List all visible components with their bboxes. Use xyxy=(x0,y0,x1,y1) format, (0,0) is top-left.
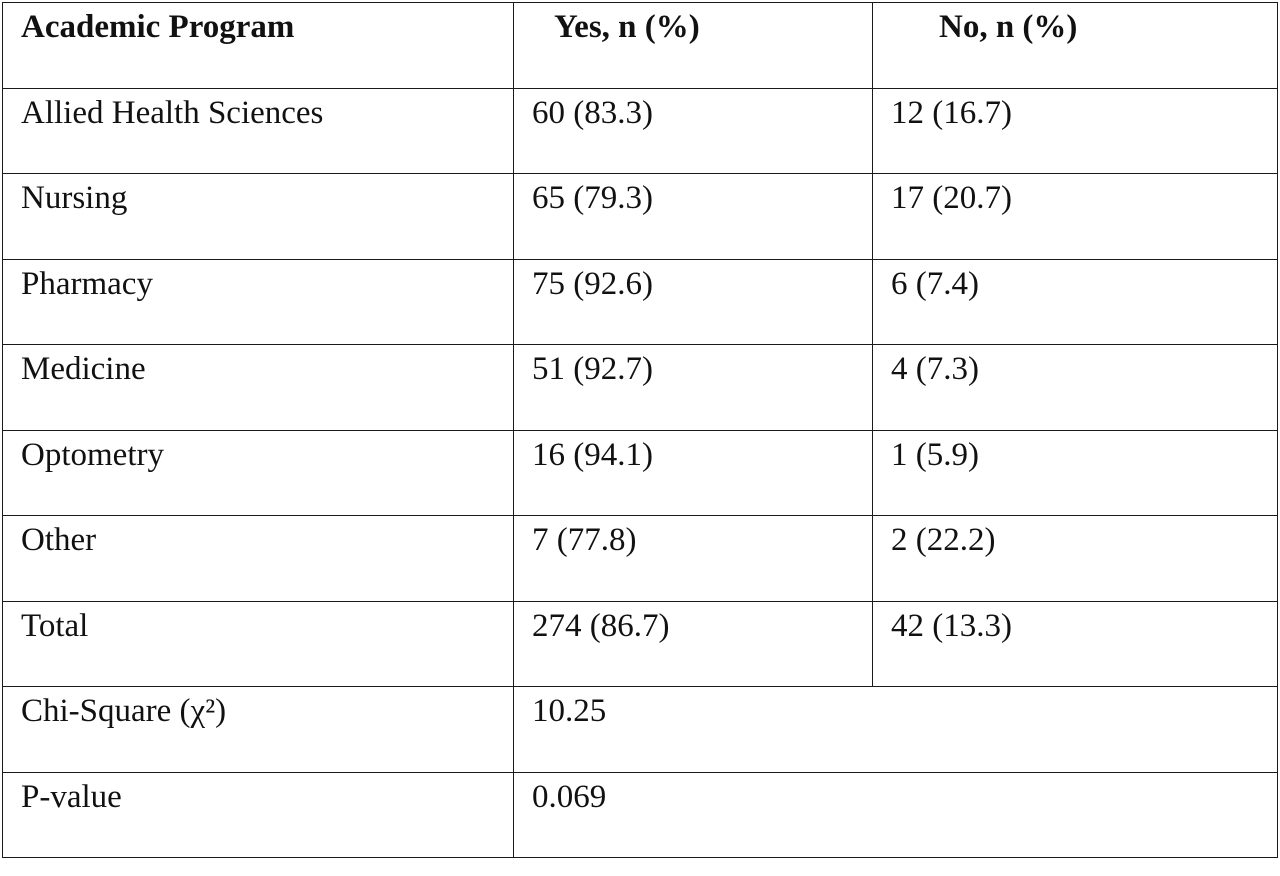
yes-cell: 65 (79.3) xyxy=(513,173,873,260)
yes-cell: 16 (94.1) xyxy=(513,429,873,516)
stat-row-chi-square: Chi-Square (χ²) 10.25 xyxy=(2,686,1278,773)
results-table: Academic Program Yes, n (%) No, n (%) Al… xyxy=(2,2,1278,858)
yes-cell: 75 (92.6) xyxy=(513,258,873,345)
yes-cell: 51 (92.7) xyxy=(513,344,873,431)
program-cell: Nursing xyxy=(2,173,514,260)
no-cell: 12 (16.7) xyxy=(872,87,1278,174)
yes-cell: 7 (77.8) xyxy=(513,515,873,602)
no-cell: 4 (7.3) xyxy=(872,344,1278,431)
header-no: No, n (%) xyxy=(872,2,1278,89)
stat-value: 0.069 xyxy=(513,771,1278,858)
program-cell: Medicine xyxy=(2,344,514,431)
no-cell: 2 (22.2) xyxy=(872,515,1278,602)
table-row: Nursing 65 (79.3) 17 (20.7) xyxy=(2,173,1278,260)
program-cell: Pharmacy xyxy=(2,258,514,345)
no-cell: 42 (13.3) xyxy=(872,600,1278,687)
program-cell: Total xyxy=(2,600,514,687)
stat-label: Chi-Square (χ²) xyxy=(2,686,514,773)
header-academic-program: Academic Program xyxy=(2,2,514,89)
table-row: Pharmacy 75 (92.6) 6 (7.4) xyxy=(2,258,1278,345)
stat-value: 10.25 xyxy=(513,686,1278,773)
no-cell: 17 (20.7) xyxy=(872,173,1278,260)
no-cell: 6 (7.4) xyxy=(872,258,1278,345)
table-row: Medicine 51 (92.7) 4 (7.3) xyxy=(2,344,1278,431)
table-row: Allied Health Sciences 60 (83.3) 12 (16.… xyxy=(2,87,1278,174)
stat-row-p-value: P-value 0.069 xyxy=(2,771,1278,858)
no-cell: 1 (5.9) xyxy=(872,429,1278,516)
header-yes: Yes, n (%) xyxy=(513,2,873,89)
program-cell: Allied Health Sciences xyxy=(2,87,514,174)
yes-cell: 60 (83.3) xyxy=(513,87,873,174)
program-cell: Other xyxy=(2,515,514,602)
table-header-row: Academic Program Yes, n (%) No, n (%) xyxy=(2,2,1278,89)
table-row-total: Total 274 (86.7) 42 (13.3) xyxy=(2,600,1278,687)
table-row: Optometry 16 (94.1) 1 (5.9) xyxy=(2,429,1278,516)
program-cell: Optometry xyxy=(2,429,514,516)
yes-cell: 274 (86.7) xyxy=(513,600,873,687)
table-row: Other 7 (77.8) 2 (22.2) xyxy=(2,515,1278,602)
stat-label: P-value xyxy=(2,771,514,858)
